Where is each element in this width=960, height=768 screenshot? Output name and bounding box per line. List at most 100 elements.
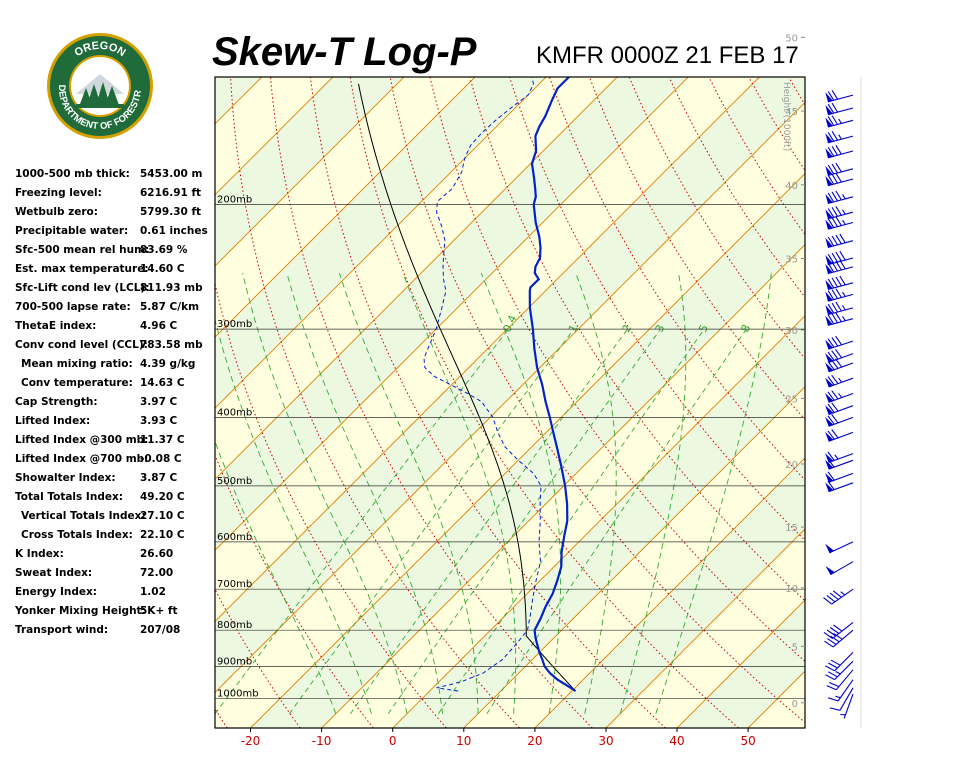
wind-barb-feather [827,303,835,314]
wind-barb-feather [827,376,835,386]
wind-barb-feather [831,289,838,299]
isotherm-line [0,77,191,728]
index-row: Est. max temperature: 14.60 C [15,263,215,282]
wind-barb-flag [825,431,834,442]
wind-barb-feather [823,597,833,605]
index-label: 700-500 lapse rate: [15,301,131,313]
wind-barb-feather [835,312,842,323]
index-label: 1000-500 mb thick: [15,168,130,180]
wind-barb-flag [825,133,833,143]
index-value: 4.39 g/kg [140,358,196,370]
moist-adiabat-line [480,272,562,714]
mixing-ratio-label: 3 [653,323,668,335]
wind-barb-staff [830,561,854,576]
index-label: Est. max temperature: [15,263,149,275]
x-tick-label: 0 [389,734,397,748]
wind-barb [825,172,854,187]
pressure-label: 900mb [217,656,252,667]
wind-barb-flag [825,453,834,463]
wind-barb [825,335,854,350]
index-label: Total Totals Index: [15,491,123,503]
wind-barb-flag [825,279,833,290]
wind-barb-half-feather [834,454,839,460]
wind-barb-feather [827,164,835,175]
wind-barb [825,349,854,364]
wind-barb-feather [831,191,838,202]
station-time: KMFR 0000Z 21 FEB 17 [536,42,799,69]
index-row: Conv cond level (CCL): 783.58 mb [15,339,215,358]
wind-barb-feather [827,103,835,114]
wind-barb-flag [825,305,833,315]
wind-barb-feather [831,390,839,400]
isotherm-line [605,528,805,728]
mixing-ratio-line [289,328,575,714]
index-row: Sweat Index: 72.00 [15,567,215,586]
wind-barb-feather [839,275,846,286]
pressure-label: 1000mb [217,689,259,700]
moist-adiabat-line [619,273,687,714]
mixing-ratio-label: 8 [738,323,753,335]
index-row: Sfc-Lift cond lev (LCL): 811.93 mb [15,282,215,301]
index-row: K Index: 26.60 [15,548,215,567]
index-value: 6216.91 ft [140,187,202,199]
mixing-ratio-label: 5 [696,323,711,335]
isotherm-line [321,243,805,728]
moist-adiabat-line [655,273,772,714]
wind-barb-staff [832,629,854,648]
wind-barb-feather [835,216,842,226]
index-label: Energy Index: [15,586,97,598]
wind-barb [825,206,854,220]
wind-barb-staff [827,168,854,177]
wind-barb-feather [835,172,842,183]
index-value: 27.10 C [140,510,185,522]
isotherm-line [534,457,805,728]
height-tick-label: 50 [785,33,798,44]
wind-barb-flag [825,148,833,158]
index-label: Lifted Index @700 mb: [15,453,149,465]
wind-barb-flag [825,209,833,219]
wind-barb-feather [831,90,838,100]
wind-barb-feather [839,233,846,244]
index-label: Yonker Mixing Height: [15,605,146,617]
x-tick-label: -10 [312,734,332,748]
wind-barb-flag [825,165,833,176]
index-label: K Index: [15,548,64,560]
index-row: Showalter Index: 3.87 C [15,472,215,491]
index-row: Precipitable water: 0.61 inches [15,225,215,244]
wind-barb-feather [823,631,833,639]
wind-barb-flag [825,193,833,204]
index-label: Cap Strength: [15,396,98,408]
index-row: Sfc-500 mean rel hum: 83.69 % [15,244,215,263]
index-value: 3.87 C [140,472,178,484]
wind-barb-feather [831,163,838,174]
wind-barb-feather [835,162,842,173]
index-value: 22.10 C [140,529,185,541]
pressure-label: 400mb [217,407,252,418]
height-tick-label: 5 [792,642,798,653]
wind-barb [825,102,854,116]
wind-barb-feather [835,251,842,262]
wind-barb [825,275,854,291]
wind-barb [825,90,854,103]
wind-barb-staff [827,178,854,187]
wind-barb-half-feather [838,134,842,140]
index-label: Freezing level: [15,187,102,199]
wind-barb-half-feather [842,209,846,215]
wind-barb-feather [831,146,838,156]
wind-barb-feather [827,175,835,185]
logo-trees-icon [76,74,124,108]
mixing-ratio-line [350,328,628,714]
wind-barb-flag [825,176,833,186]
wind-barb-half-feather [842,194,846,200]
dry-adiabat-line [588,77,805,421]
wind-barb-feather [831,102,838,113]
wind-barb-feather [827,192,835,203]
index-value: 811.93 mb [140,282,203,294]
pressure-label: 600mb [217,532,252,543]
wind-barb [825,374,854,388]
wind-barb-staff [834,660,854,680]
wind-barb-feather [829,707,841,711]
x-tick-label: 10 [456,734,471,748]
wind-barb-flag [825,543,834,553]
wind-barb-staff [827,257,854,266]
